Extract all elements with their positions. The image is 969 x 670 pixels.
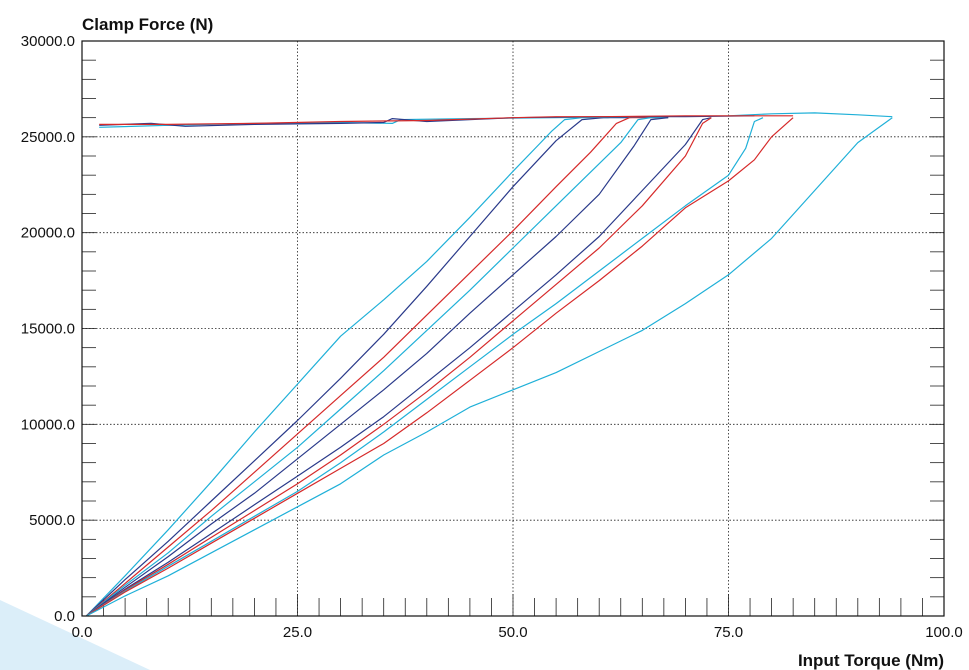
x-tick-label: 100.0 — [925, 624, 963, 641]
series-line-13 — [99, 115, 794, 126]
y-tick-label: 10000.0 — [21, 416, 75, 433]
x-tick-label: 25.0 — [283, 624, 312, 641]
minor-ticks — [82, 59, 944, 616]
plot-frame — [81, 40, 945, 617]
series-line-10 — [86, 117, 893, 617]
tick-labels: 0.0 25.0 50.0 75.0 100.0 0.0 5000.0 10000.0 1500… — [21, 33, 963, 641]
y-tick-label: 30000.0 — [21, 33, 75, 50]
y-axis-title: Clamp Force (N) — [82, 15, 213, 34]
x-tick-label: 0.0 — [72, 624, 93, 641]
series-line-2 — [85, 116, 669, 617]
x-tick-label: 50.0 — [498, 624, 527, 641]
series-line-8 — [85, 117, 764, 617]
y-tick-label: 5000.0 — [29, 512, 75, 529]
y-tick-label: 15000.0 — [21, 321, 75, 338]
series-line-5 — [85, 117, 669, 617]
series-line-3 — [85, 117, 669, 617]
series-layer — [85, 112, 893, 617]
x-axis-title: Input Torque (Nm) — [798, 651, 944, 670]
y-tick-label: 25000.0 — [21, 129, 75, 146]
series-line-6 — [85, 117, 712, 617]
series-line-4 — [85, 117, 669, 617]
series-line-1 — [85, 116, 626, 617]
y-tick-label: 20000.0 — [21, 225, 75, 242]
grid — [82, 41, 944, 616]
y-tick-label: 0.0 — [54, 608, 75, 625]
series-line-9 — [85, 117, 794, 617]
accent-triangle — [0, 600, 150, 670]
x-tick-label: 75.0 — [714, 624, 743, 641]
series-line-7 — [85, 117, 712, 617]
